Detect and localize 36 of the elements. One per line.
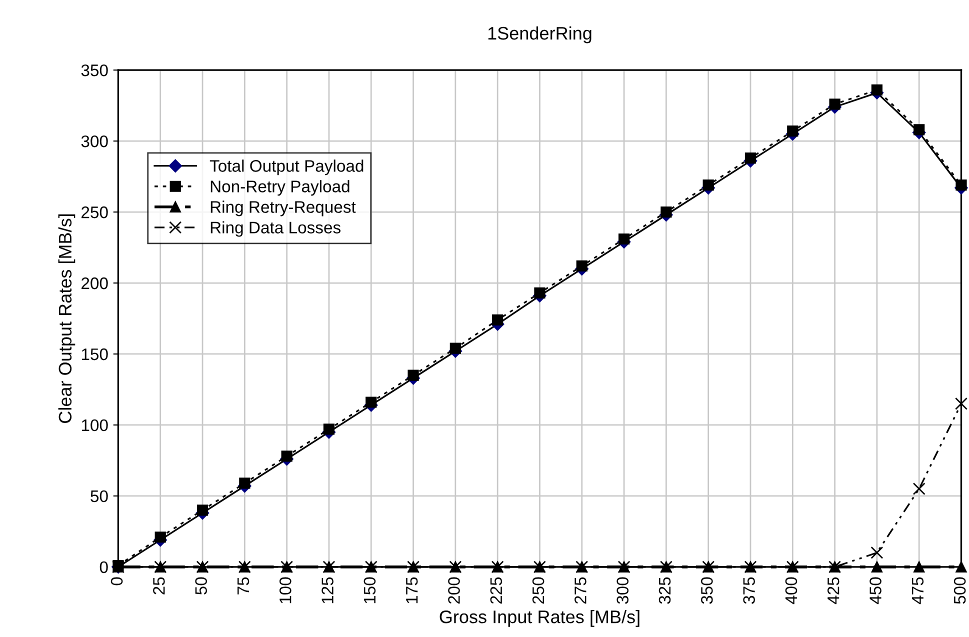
x-tick-label: 125 — [322, 577, 334, 604]
legend-label: Ring Data Losses — [210, 221, 340, 237]
y-axis-title: Clear Output Rates [MB/s] — [58, 214, 76, 423]
x-tick-label: 325 — [658, 577, 671, 604]
legend-label: Non-Retry Payload — [210, 180, 350, 196]
legend-label: Ring Retry-Request — [210, 200, 356, 216]
x-tick-label: 75 — [238, 577, 250, 594]
x-tick-label: 250 — [532, 577, 544, 604]
x-tick-label: 175 — [406, 577, 418, 604]
y-tick-label: 250 — [82, 206, 108, 218]
x-tick-label: 200 — [448, 577, 460, 604]
x-tick-label: 150 — [364, 577, 376, 604]
x-tick-label: 300 — [616, 577, 629, 604]
y-tick-label: 150 — [82, 348, 108, 360]
y-tick-label: 300 — [81, 135, 108, 148]
x-tick-label: 0 — [110, 577, 123, 586]
x-tick-label: 275 — [574, 577, 586, 604]
x-axis-title: Gross Input Rates [MB/s] — [440, 610, 640, 627]
x-tick-label: 50 — [195, 577, 207, 595]
x-tick-label: 100 — [279, 577, 292, 604]
legend-label: Total Output Payload — [210, 160, 364, 176]
x-tick-label: 500 — [954, 577, 966, 604]
y-tick-label: 200 — [82, 277, 108, 290]
x-tick-label: 450 — [870, 577, 882, 604]
x-tick-label: 25 — [153, 577, 165, 594]
y-tick-label: 100 — [82, 419, 108, 432]
y-tick-label: 50 — [90, 490, 108, 502]
x-tick-label: 425 — [827, 577, 840, 604]
x-tick-label: 475 — [912, 577, 924, 604]
chart-title: 1SenderRing — [488, 26, 592, 44]
x-tick-label: 375 — [743, 577, 755, 604]
x-tick-label: 400 — [785, 577, 798, 604]
y-tick-label: 0 — [100, 561, 108, 574]
y-tick-label: 350 — [81, 64, 108, 76]
x-tick-label: 225 — [490, 577, 502, 604]
x-tick-label: 350 — [701, 577, 713, 604]
